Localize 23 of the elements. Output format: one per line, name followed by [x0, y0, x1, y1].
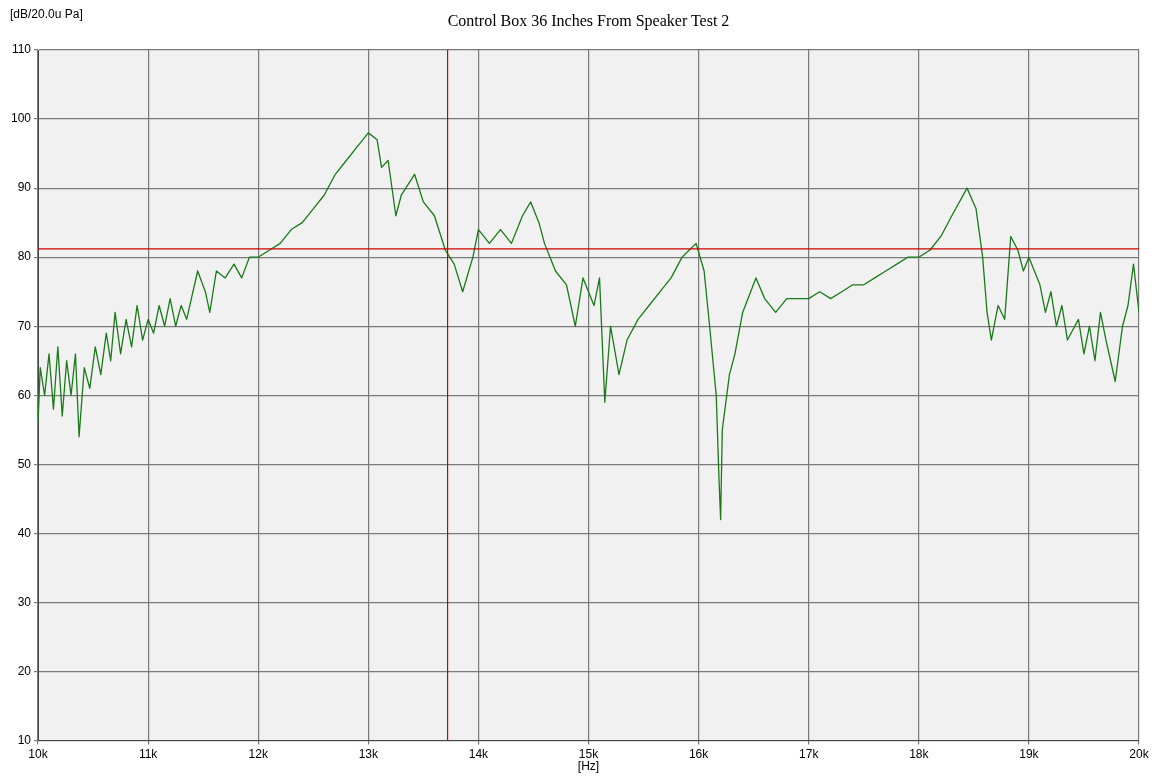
x-tick-label: 19k: [1019, 747, 1040, 762]
chart-title: Control Box 36 Inches From Speaker Test 2: [447, 12, 730, 31]
y-tick-label: 60: [17, 387, 32, 402]
y-tick-label: 90: [17, 180, 32, 195]
y-tick-label: 20: [17, 663, 32, 678]
y-tick-label: 70: [17, 318, 32, 333]
x-tick-label: 10k: [28, 747, 49, 762]
y-tick-label: 50: [17, 456, 32, 471]
x-tick-label: 16k: [688, 747, 710, 762]
x-tick-label: 11k: [138, 747, 159, 762]
y-tick-label: 110: [11, 42, 32, 57]
y-tick-label: 40: [17, 525, 32, 540]
y-axis-title: [dB/20.0u Pa]: [10, 7, 83, 22]
x-tick-label: 20k: [1129, 747, 1150, 762]
y-tick-label: 80: [17, 249, 32, 264]
x-tick-label: 12k: [248, 747, 269, 762]
x-tick-label: 13k: [358, 747, 379, 762]
y-tick-label: 100: [10, 111, 32, 126]
x-tick-label: 17k: [799, 747, 820, 762]
y-tick-label: 30: [17, 594, 32, 609]
y-tick-label: 10: [17, 732, 32, 747]
x-tick-label: 14k: [468, 747, 490, 762]
x-tick-label: 18k: [909, 747, 930, 762]
